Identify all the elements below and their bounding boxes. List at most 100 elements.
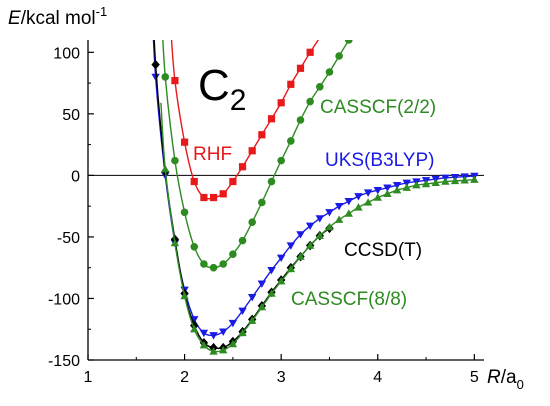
x-axis-title: R/a0	[487, 367, 524, 392]
data-point	[421, 179, 431, 188]
data-point	[199, 329, 209, 338]
data-point	[257, 280, 267, 288]
data-point	[247, 294, 257, 302]
data-point	[277, 99, 285, 107]
data-point	[286, 242, 296, 250]
data-point	[267, 289, 276, 297]
data-point	[392, 185, 402, 194]
y-tick-label: -150	[48, 353, 80, 370]
data-point	[267, 177, 276, 186]
data-point	[363, 189, 373, 197]
data-point	[238, 236, 247, 245]
data-point	[286, 264, 296, 273]
data-point	[305, 222, 315, 231]
data-point	[228, 319, 238, 328]
data-point	[209, 332, 218, 340]
data-point	[344, 209, 353, 217]
data-point	[267, 115, 276, 123]
data-point	[334, 215, 344, 223]
data-point	[258, 198, 266, 207]
x-tick-label: 3	[277, 369, 286, 386]
data-point	[180, 291, 189, 300]
data-point	[354, 193, 363, 201]
series-label-2: UKS(B3LYP)	[325, 150, 434, 171]
data-point	[325, 222, 334, 231]
data-point	[344, 198, 353, 206]
data-point	[383, 189, 392, 198]
data-point	[228, 339, 238, 348]
data-point	[257, 302, 267, 311]
y-tick-label: 50	[62, 107, 80, 124]
data-point	[450, 176, 460, 185]
data-point	[161, 165, 170, 173]
x-tick-label: 2	[180, 369, 189, 386]
y-tick-label: -50	[57, 230, 80, 247]
data-point	[373, 186, 382, 195]
data-point	[171, 77, 179, 85]
data-point	[334, 202, 344, 211]
data-point	[209, 193, 218, 202]
data-point	[238, 328, 247, 337]
series-1	[161, 40, 353, 272]
data-point	[402, 183, 411, 191]
data-point	[219, 260, 228, 268]
series-4	[160, 102, 479, 355]
data-point	[219, 190, 227, 198]
data-point	[276, 254, 286, 263]
y-tick-label: 0	[71, 168, 80, 185]
data-point	[335, 52, 343, 60]
data-point	[276, 277, 286, 285]
data-point	[219, 328, 228, 336]
data-point	[296, 231, 305, 239]
data-point	[267, 266, 276, 275]
data-point	[190, 325, 199, 333]
data-point	[248, 147, 256, 155]
data-point	[238, 307, 247, 315]
data-point	[199, 341, 209, 349]
data-point	[258, 131, 266, 139]
data-point	[209, 263, 218, 272]
data-point	[296, 64, 305, 72]
data-point	[180, 138, 189, 146]
data-point	[296, 252, 305, 260]
data-point	[305, 241, 315, 249]
data-point	[277, 156, 285, 165]
data-point	[344, 40, 353, 44]
data-point	[219, 345, 228, 354]
series-0	[170, 40, 320, 202]
data-point	[180, 208, 189, 217]
series-layer	[151, 40, 479, 355]
data-point	[354, 203, 363, 211]
data-point	[470, 175, 479, 183]
series-label-4: CASSCF(8/8)	[291, 289, 407, 310]
data-point	[460, 176, 469, 184]
series-label-1: CASSCF(2/2)	[320, 97, 436, 118]
data-point	[209, 347, 218, 355]
series-line	[162, 40, 350, 269]
data-point	[287, 137, 295, 145]
data-point	[373, 193, 382, 201]
data-point	[315, 231, 325, 239]
data-point	[306, 48, 314, 56]
data-point	[229, 250, 237, 258]
series-label-3: CCSD(T)	[344, 240, 422, 261]
data-point	[238, 163, 247, 171]
data-point	[161, 73, 170, 81]
y-tick-label: 100	[53, 45, 80, 62]
data-point	[229, 177, 237, 186]
data-point	[248, 218, 256, 226]
data-point	[151, 59, 160, 70]
data-point	[170, 238, 180, 247]
series-line	[160, 102, 475, 353]
series-label-0: RHF	[193, 144, 232, 165]
y-tick-label: -100	[48, 291, 80, 308]
data-point	[306, 97, 314, 106]
data-point	[171, 156, 179, 165]
x-tick-label: 5	[470, 369, 479, 386]
data-point	[151, 73, 160, 82]
data-point	[190, 177, 198, 186]
text-layer: E/kcal mol-1 R/a0 C2 RHF CASSCF(2/2) UKS(B3LY…	[8, 4, 524, 392]
data-point	[190, 242, 199, 251]
data-point	[392, 182, 402, 190]
